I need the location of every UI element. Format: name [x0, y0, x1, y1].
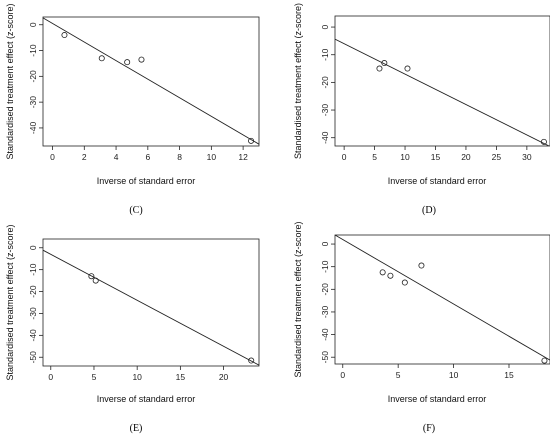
panel-c-plot-frame — [42, 16, 260, 147]
panel-c-y-tick-label: -10 — [28, 44, 38, 57]
panel-c-label: (C) — [129, 205, 142, 216]
panel-e-x-tick-label: 20 — [219, 372, 229, 382]
panel-c-x-tick-label: 8 — [177, 152, 182, 162]
panel-e-x-axis-title: Inverse of standard error — [97, 394, 196, 404]
panel-d-data-point — [376, 65, 383, 72]
panel-d-x-tick-label: 10 — [400, 152, 410, 162]
panel-f-y-tick-label: 0 — [320, 241, 330, 246]
panel-e-y-tick-label: -40 — [28, 329, 38, 342]
panel-f-regression-line — [335, 235, 550, 361]
panel-f-data-point — [418, 262, 425, 269]
panel-d-data-point — [404, 65, 411, 72]
panel-f-x-tick-label: 15 — [504, 370, 514, 380]
panel-c-x-tick-label: 6 — [145, 152, 150, 162]
panel-f-y-tick-label: -50 — [320, 351, 330, 364]
panel-d-x-tick-label: 30 — [522, 152, 532, 162]
panel-d-y-tick-label: -20 — [320, 76, 330, 89]
panel-e-x-tick-label: 0 — [48, 372, 53, 382]
panel-c-x-axis-title: Inverse of standard error — [97, 176, 196, 186]
panel-c-y-tick-label: -30 — [28, 96, 38, 109]
panel-d-plot-frame — [334, 15, 550, 147]
panel-e-x-tick-label: 5 — [92, 372, 97, 382]
panel-f-data-point — [401, 279, 408, 286]
panel-d-data-point — [540, 138, 547, 145]
panel-f-y-axis-title: Standardised treatment effect (z-score) — [293, 222, 303, 378]
panel-d-y-tick-label: -40 — [320, 131, 330, 144]
panel-d-y-axis-title: Standardised treatment effect (z-score) — [293, 3, 303, 159]
panel-d-x-axis-title: Inverse of standard error — [388, 176, 487, 186]
panel-c-data-point — [248, 137, 255, 144]
panel-f-data-point — [379, 269, 386, 276]
panel-e-y-tick-label: 0 — [28, 245, 38, 250]
panel-c-data-point — [138, 56, 145, 63]
panel-d-x-tick-label: 20 — [461, 152, 471, 162]
panel-e-y-tick-label: -30 — [28, 307, 38, 320]
panel-d-x-tick-label: 0 — [342, 152, 347, 162]
panel-c-regression-line — [43, 17, 259, 145]
panel-e-data-point — [88, 273, 95, 280]
panel-d-y-tick-label: 0 — [320, 24, 330, 29]
panel-e-y-tick-label: -20 — [28, 285, 38, 298]
panel-d: (D) 0 5 10 15 20 25 30 0 -10 -20 -30 -40 Inverse of … — [293, 3, 550, 216]
panel-c-y-tick-label: -20 — [28, 70, 38, 83]
panel-d-regression-line — [335, 38, 550, 146]
panel-c-x-tick-label: 0 — [50, 152, 55, 162]
panel-d-y-tick-label: -30 — [320, 104, 330, 117]
panel-e-x-tick-label: 10 — [132, 372, 142, 382]
panel-e-data-point — [92, 277, 99, 284]
panel-c-y-tick-label: -40 — [28, 122, 38, 135]
panel-f: (F) 0 5 10 15 0 -10 -20 -30 -40 -50 Inverse of sta… — [293, 222, 550, 434]
panel-f-y-tick-label: -20 — [320, 283, 330, 296]
panel-e-label: (E) — [130, 423, 143, 434]
panel-e-data-point — [248, 357, 255, 364]
panel-f-plot-frame — [334, 234, 550, 365]
panel-c-y-axis-title: Standardised treatment effect (z-score) — [5, 4, 15, 160]
panel-d-x-tick-label: 15 — [431, 152, 441, 162]
panel-e-y-axis-title: Standardised treatment effect (z-score) — [5, 225, 15, 381]
panel-e-y-tick-label: -50 — [28, 351, 38, 364]
panel-f-y-tick-label: -40 — [320, 328, 330, 341]
panel-d-x-tick-label: 25 — [492, 152, 502, 162]
panel-d-x-tick-label: 5 — [372, 152, 377, 162]
panel-e-y-tick-label: -10 — [28, 263, 38, 276]
panel-c-data-point — [124, 59, 131, 66]
panel-c-data-point — [61, 32, 68, 39]
panel-c-x-tick-label: 10 — [207, 152, 217, 162]
panel-e-x-tick-label: 15 — [176, 372, 186, 382]
panel-d-y-tick-label: -10 — [320, 48, 330, 61]
panel-f-x-tick-label: 0 — [340, 370, 345, 380]
panel-f-y-tick-label: -30 — [320, 306, 330, 319]
panel-c-y-tick-label: 0 — [28, 22, 38, 27]
panel-f-label: (F) — [423, 423, 435, 434]
panel-f-x-tick-label: 10 — [449, 370, 459, 380]
panel-e-plot-frame — [42, 238, 260, 367]
panel-c-data-point — [98, 55, 105, 62]
panel-f-data-point — [541, 357, 548, 364]
panel-c: (C) 0 2 4 6 8 10 12 0 -10 -20 -30 -40 Inverse of sta… — [5, 4, 260, 216]
panel-c-x-tick-label: 12 — [238, 152, 248, 162]
panel-c-x-tick-label: 2 — [82, 152, 87, 162]
panel-d-data-point — [381, 60, 388, 67]
panel-c-x-tick-label: 4 — [114, 152, 119, 162]
panel-f-data-point — [387, 272, 394, 279]
panel-f-y-tick-label: -10 — [320, 260, 330, 273]
panel-d-label: (D) — [422, 205, 436, 216]
panel-e-regression-line — [43, 249, 259, 366]
panel-e: (E) 0 5 10 15 20 0 -10 -20 -30 -40 -50 Inverse of s… — [5, 225, 260, 434]
panel-f-x-axis-title: Inverse of standard error — [388, 394, 487, 404]
panel-f-x-tick-label: 5 — [396, 370, 401, 380]
